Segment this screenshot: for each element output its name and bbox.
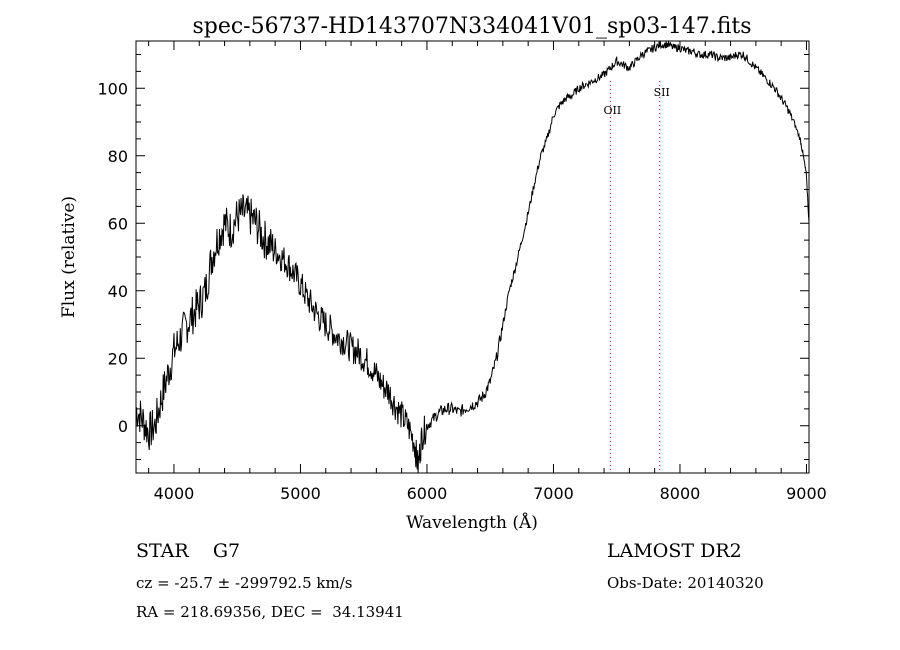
x-axis-label: Wavelength (Å) xyxy=(406,512,538,533)
y-tick-label: 100 xyxy=(97,79,128,98)
class-label: STAR xyxy=(136,540,189,562)
x-tick-label: 4000 xyxy=(154,484,195,503)
x-tick-label: 9000 xyxy=(786,484,827,503)
cz-label: cz = -25.7 ± -299792.5 km/s xyxy=(136,574,353,592)
x-tick-label: 7000 xyxy=(533,484,574,503)
coordinates-label: RA = 218.69356, DEC = 34.13941 xyxy=(136,603,404,621)
annotation-label: OII xyxy=(604,104,622,117)
x-tick-label: 8000 xyxy=(660,484,701,503)
x-tick-label: 5000 xyxy=(280,484,321,503)
axis-tick-labels: 4000 5000 6000 7000 8000 9000 0 20 40 60 80 100 xyxy=(97,79,826,503)
y-tick-label: 0 xyxy=(118,417,128,436)
y-tick-label: 40 xyxy=(108,282,128,301)
line-annotations: OII SII xyxy=(604,81,670,473)
chart-title: spec-56737-HD143707N334041V01_sp03-147.f… xyxy=(192,14,751,39)
classification-line: STAR G7 xyxy=(136,540,240,562)
survey-label: LAMOST DR2 xyxy=(607,540,742,562)
y-tick-label: 80 xyxy=(108,147,128,166)
y-tick-label: 60 xyxy=(108,214,128,233)
y-axis-label: Flux (relative) xyxy=(59,196,79,318)
y-tick-label: 20 xyxy=(108,349,128,368)
obs-date-label: Obs-Date: 20140320 xyxy=(607,574,764,592)
x-tick-label: 6000 xyxy=(407,484,448,503)
spectrum-line xyxy=(135,41,810,474)
annotation-label: SII xyxy=(654,86,670,99)
subclass-label: G7 xyxy=(212,540,241,562)
